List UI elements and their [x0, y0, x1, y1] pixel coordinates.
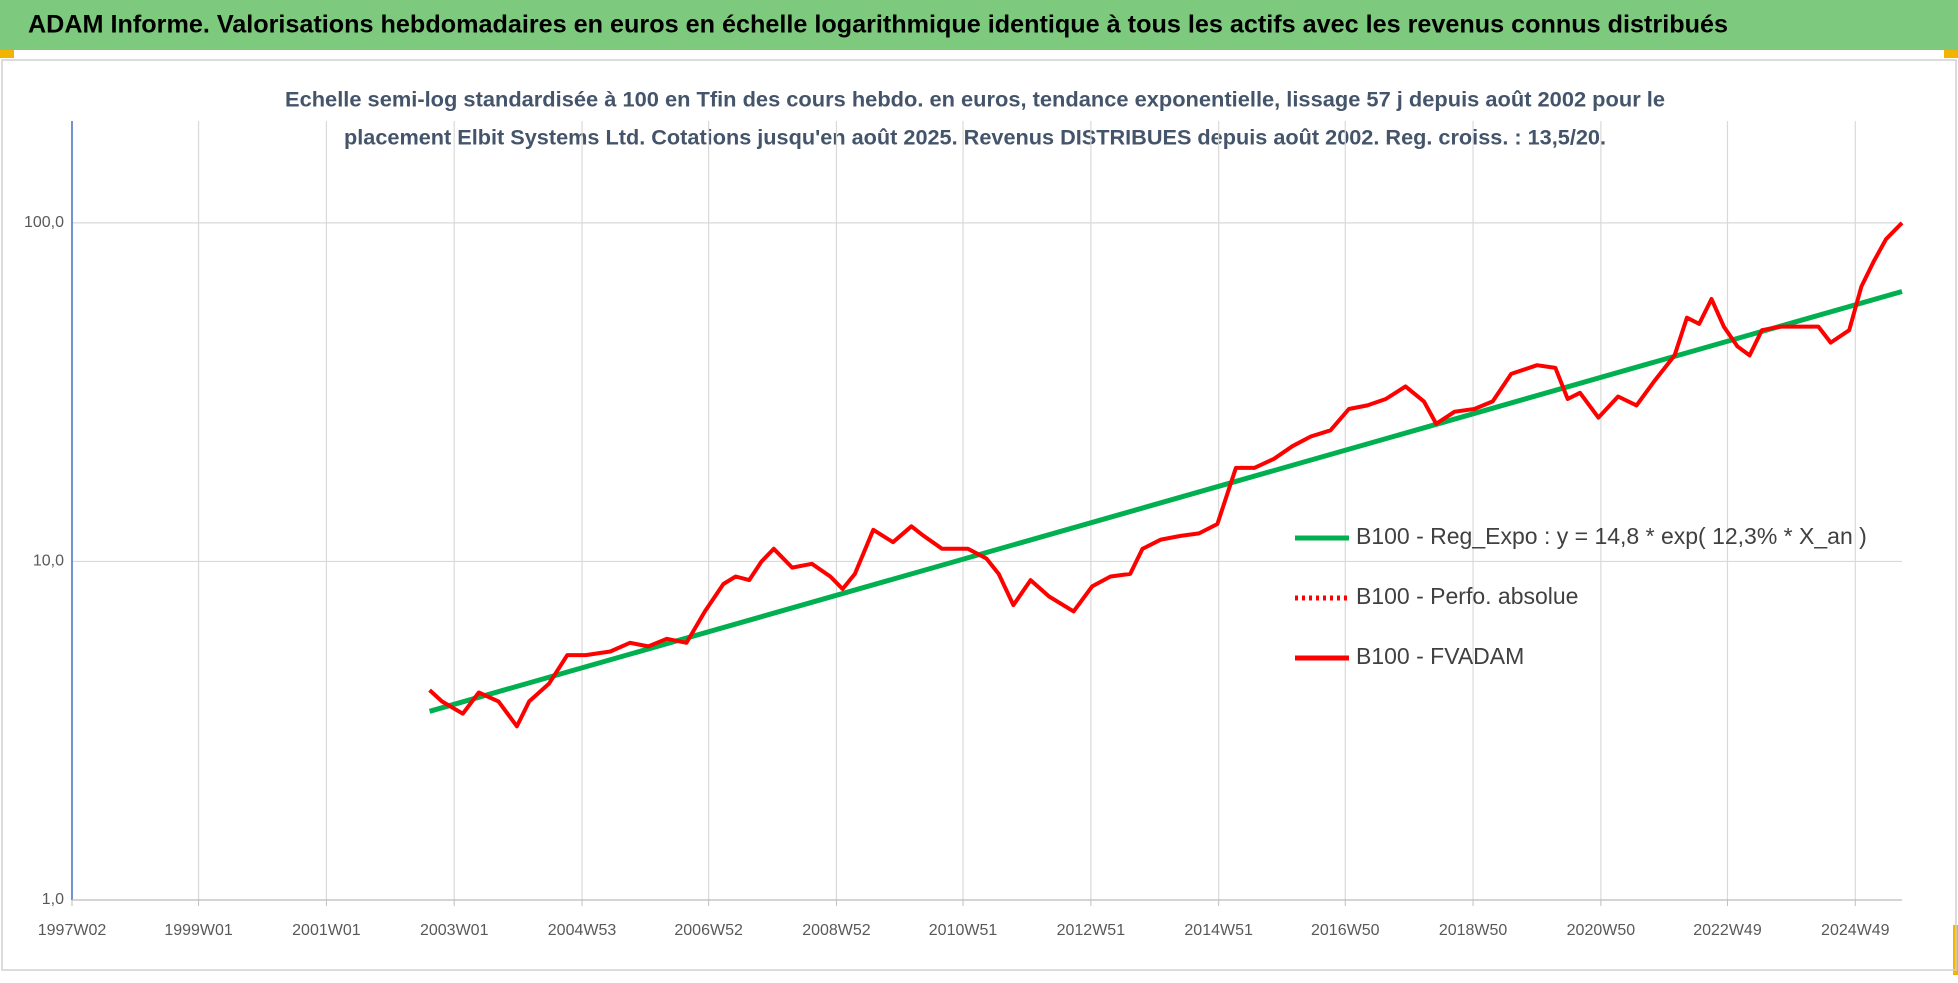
x-tick-label: 2004W53 — [548, 922, 617, 939]
x-tick-label: 2003W01 — [420, 922, 489, 939]
legend: B100 - Reg_Expo : y = 14,8 * exp( 12,3% … — [1295, 523, 1867, 669]
header-bar — [0, 0, 1958, 50]
chart-border — [1, 59, 1957, 971]
x-tick-label: 2008W52 — [802, 922, 871, 939]
y-tick-label: 1,0 — [42, 891, 64, 908]
corner-mark — [0, 50, 14, 58]
y-tick-label: 100,0 — [24, 214, 64, 231]
x-tick-label: 2006W52 — [674, 922, 743, 939]
chart-subtitle: Echelle semi-log standardisée à 100 en T… — [285, 89, 1665, 112]
plot-area — [428, 221, 1904, 729]
legend-label: B100 - FVADAM — [1356, 643, 1524, 669]
x-tick-label: 2012W51 — [1057, 922, 1126, 939]
legend-label: B100 - Perfo. absolue — [1356, 583, 1578, 609]
series-line — [428, 221, 1904, 729]
x-tick-label: 1999W01 — [164, 922, 233, 939]
x-tick-label: 2010W51 — [929, 922, 998, 939]
x-tick-label: 2001W01 — [292, 922, 361, 939]
legend-label: B100 - Reg_Expo : y = 14,8 * exp( 12,3% … — [1356, 523, 1867, 549]
x-tick-label: 2016W50 — [1311, 922, 1380, 939]
x-tick-label: 2022W49 — [1693, 922, 1762, 939]
x-tick-label: 2024W49 — [1821, 922, 1890, 939]
chart-subtitle: placement Elbit Systems Ltd. Cotations j… — [344, 127, 1606, 150]
page-title: ADAM Informe. Valorisations hebdomadaire… — [28, 11, 1728, 39]
x-tick-label: 2020W50 — [1567, 922, 1636, 939]
y-tick-label: 10,0 — [33, 553, 64, 570]
x-tick-label: 2014W51 — [1184, 922, 1253, 939]
x-tick-label: 1997W02 — [38, 922, 107, 939]
corner-mark — [1944, 50, 1958, 58]
x-tick-label: 2018W50 — [1439, 922, 1508, 939]
grid: 1,0 10,0 100,0 1997W02 1999W01 2001W01 2003W01… — [24, 121, 1902, 939]
